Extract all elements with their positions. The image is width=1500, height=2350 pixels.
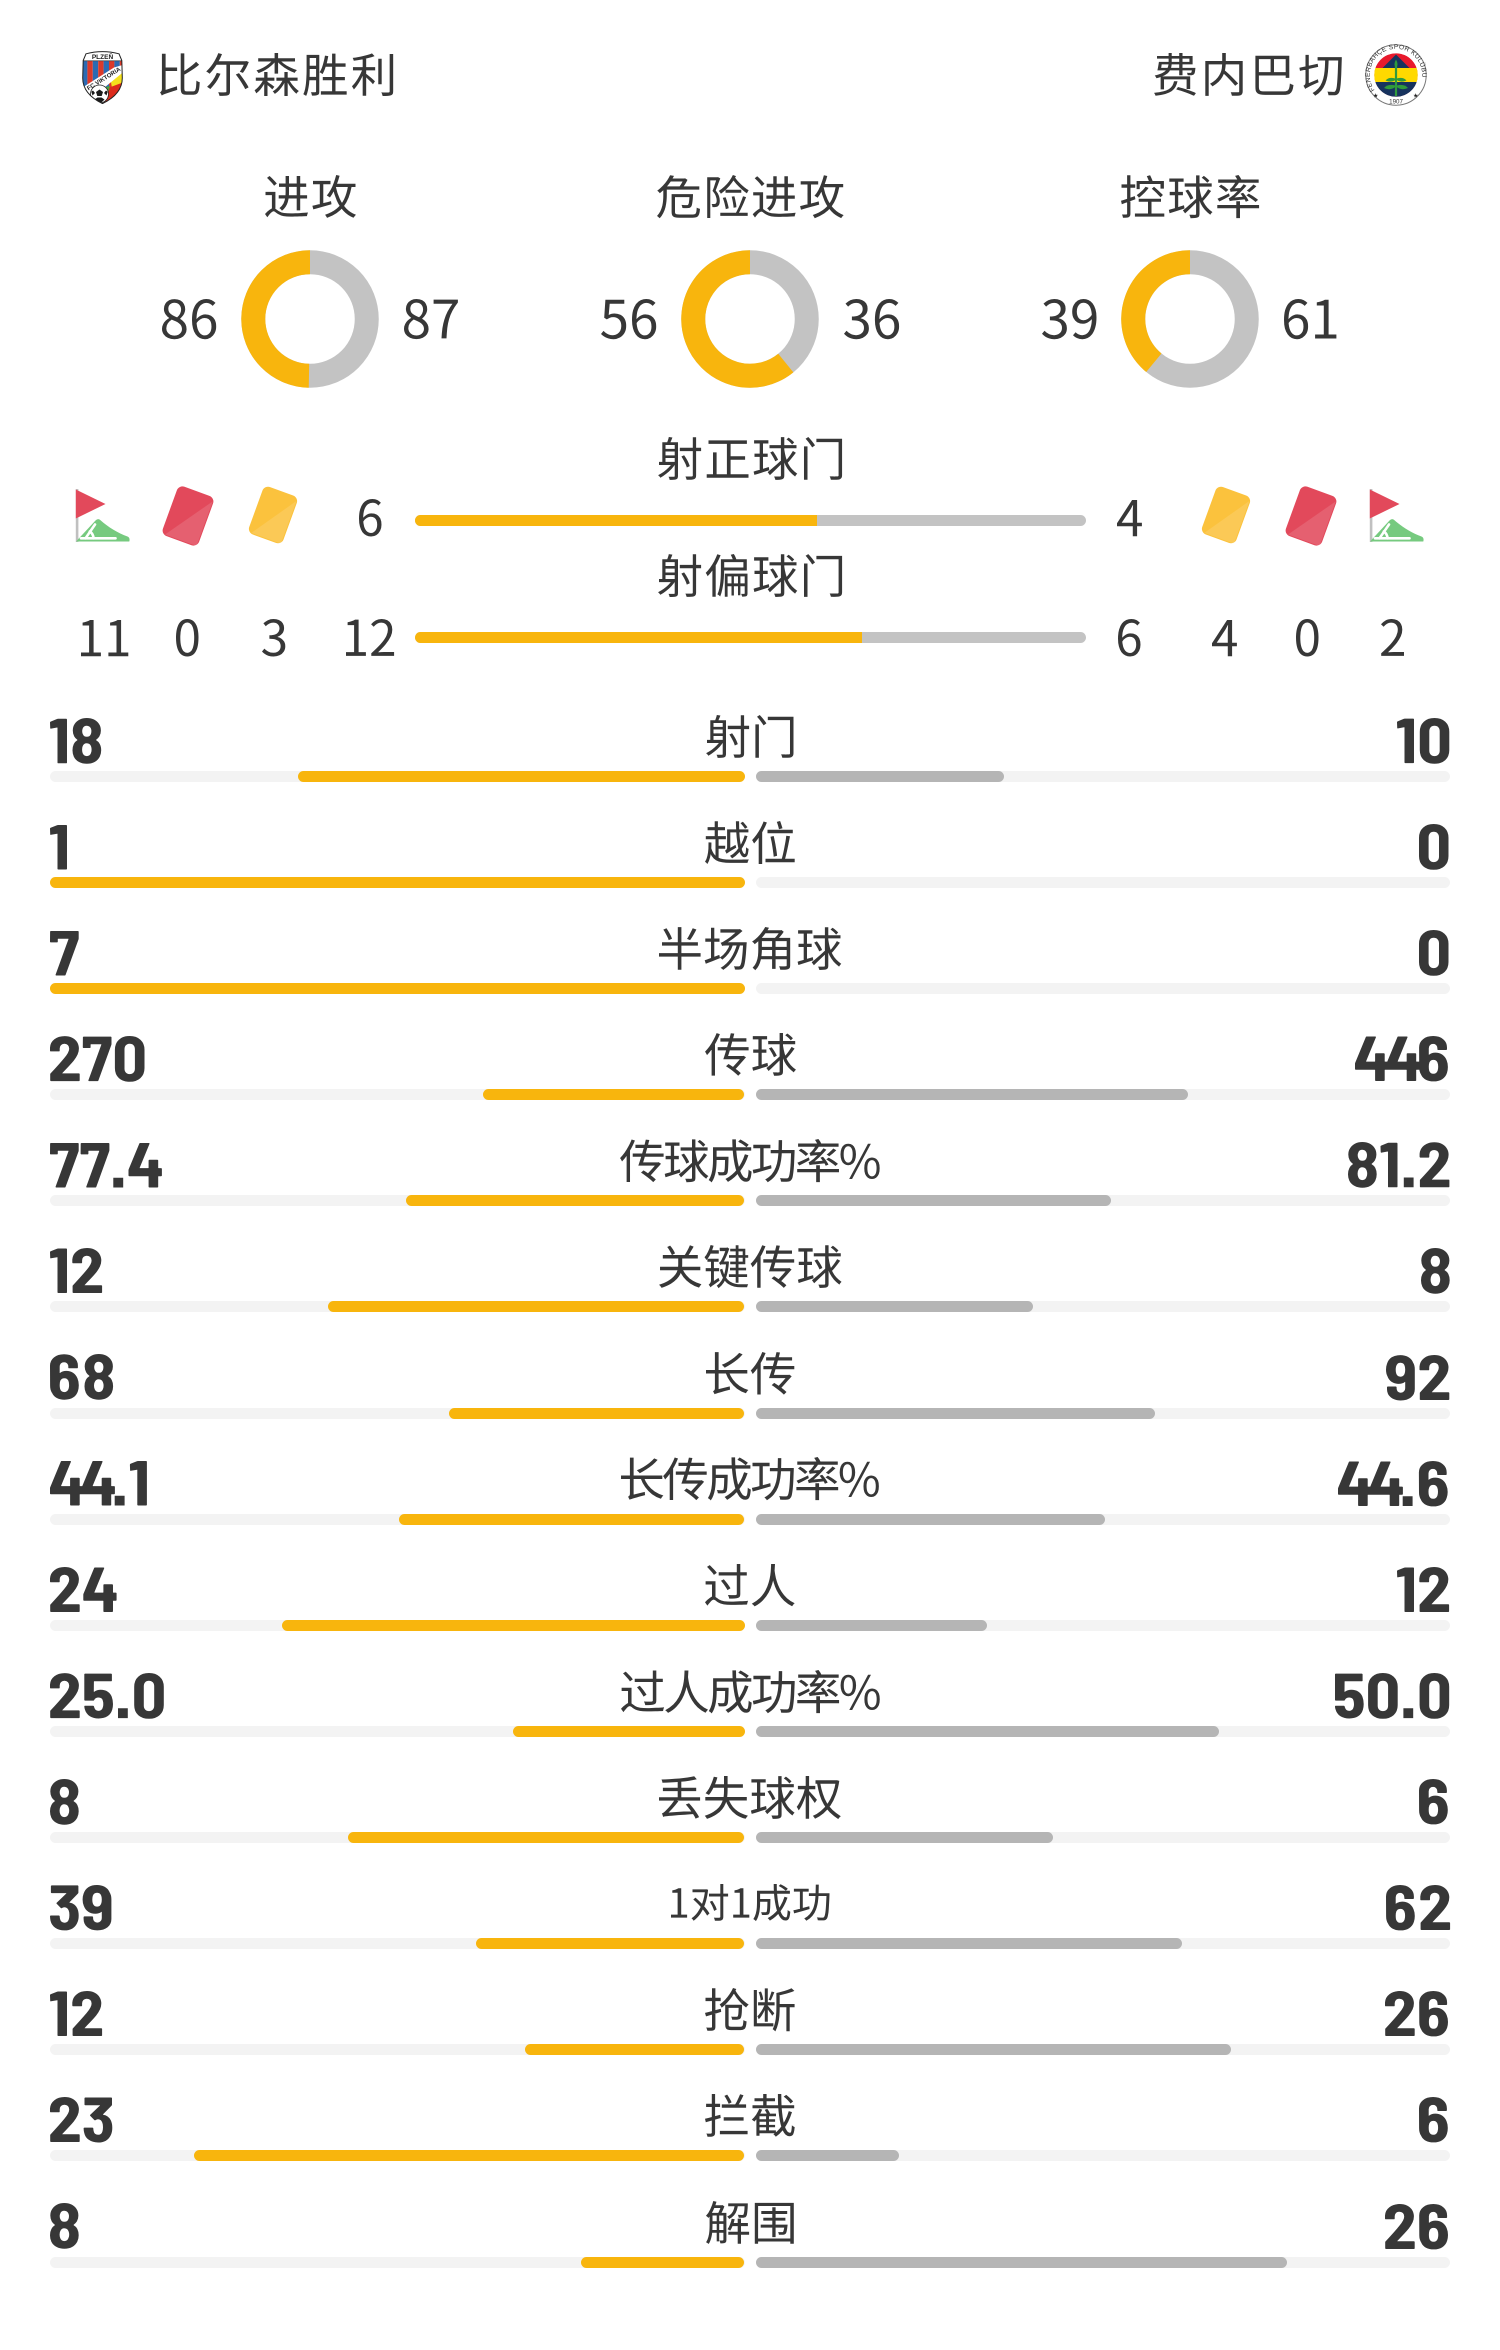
svg-text:★: ★ — [1373, 93, 1378, 100]
svg-text:1907: 1907 — [1389, 99, 1403, 106]
svg-text:★: ★ — [1413, 93, 1418, 100]
svg-text:PLZEŇ: PLZEŇ — [92, 52, 114, 61]
